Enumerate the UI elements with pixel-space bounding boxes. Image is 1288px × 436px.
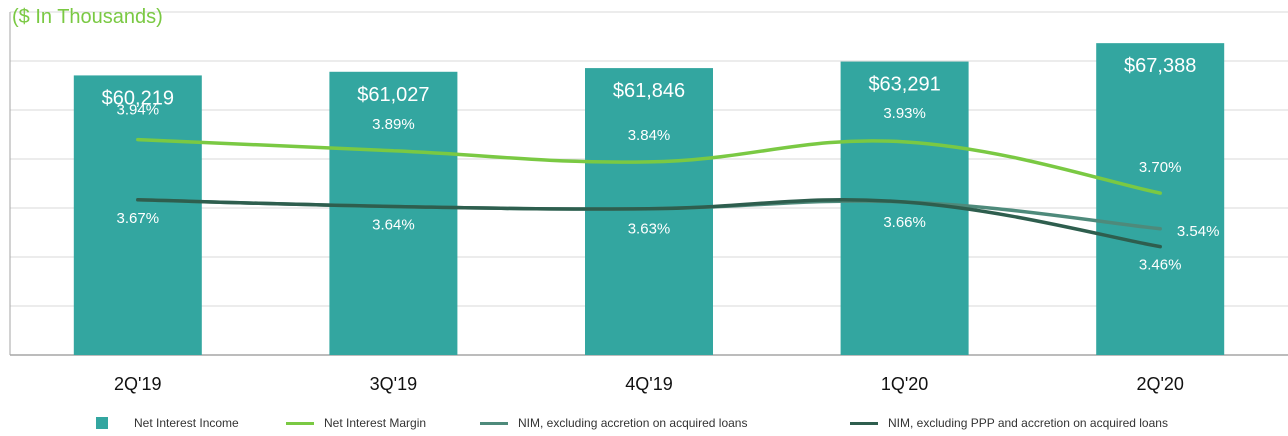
bar-value-label: $60,219: [102, 87, 174, 109]
bar-net-interest-income: [329, 71, 458, 355]
nim-ex-ppp-data-label: 3.67%: [117, 210, 160, 227]
legend-item: NIM, excluding PPP and accretion on acqu…: [850, 416, 1168, 430]
legend-swatch-line: [480, 421, 508, 425]
legend-label: Net Interest Income: [134, 416, 239, 430]
nim-ex-ppp-data-label: 3.64%: [372, 217, 415, 234]
bar-value-label: $67,388: [1124, 55, 1196, 77]
legend-item: Net Interest Income: [96, 416, 239, 430]
nim-data-label: 3.70%: [1139, 159, 1182, 176]
bar-net-interest-income: [1096, 43, 1225, 356]
nim-ex-ppp-data-label: 3.63%: [628, 221, 671, 238]
legend-swatch-box: [96, 417, 108, 429]
legend-swatch-line: [850, 421, 878, 425]
bar-net-interest-income: [840, 61, 969, 355]
bar-value-label: $61,846: [613, 80, 685, 102]
chart: $60,219 $61,027 $61,846 $63,291 $67,388 2Q'19…: [9, 11, 1288, 394]
x-tick-label: 3Q'19: [370, 374, 417, 394]
legend-item: Net Interest Margin: [286, 416, 426, 430]
line-net-interest-margin: [136, 137, 1162, 195]
x-tick-label: 2Q'19: [114, 374, 161, 394]
nim-ex-accretion-data-label: 3.54%: [1177, 223, 1220, 240]
bar-net-interest-income: [73, 75, 202, 356]
x-tick-label: 4Q'19: [625, 374, 672, 394]
legend-item: NIM, excluding accretion on acquired loa…: [480, 416, 747, 430]
legend-label: Net Interest Margin: [324, 416, 427, 430]
nim-data-label: 3.89%: [372, 116, 415, 133]
line-nim-ex-ppp-accretion: [136, 197, 1162, 249]
x-tick-label: 1Q'20: [881, 374, 928, 394]
legend-swatch-line: [286, 421, 314, 425]
bar-value-label: $63,291: [868, 74, 940, 96]
legend-label: NIM, excluding PPP and accretion on acqu…: [888, 416, 1168, 430]
legend-label: NIM, excluding accretion on acquired loa…: [518, 416, 748, 430]
legend: Net Interest Income Net Interest Margin NI…: [0, 412, 1288, 436]
nim-data-label: 3.93%: [883, 105, 926, 122]
nim-data-label: 3.84%: [628, 127, 671, 144]
chart-subtitle: ($ In Thousands): [12, 6, 163, 28]
bar-value-label: $61,027: [357, 84, 429, 106]
nim-data-label: 3.94%: [117, 102, 160, 119]
bar-net-interest-income: [585, 68, 713, 355]
x-tick-label: 2Q'20: [1136, 374, 1183, 394]
nim-ex-ppp-data-label: 3.66%: [883, 214, 926, 231]
nim-ex-ppp-data-label: 3.46%: [1139, 257, 1182, 274]
